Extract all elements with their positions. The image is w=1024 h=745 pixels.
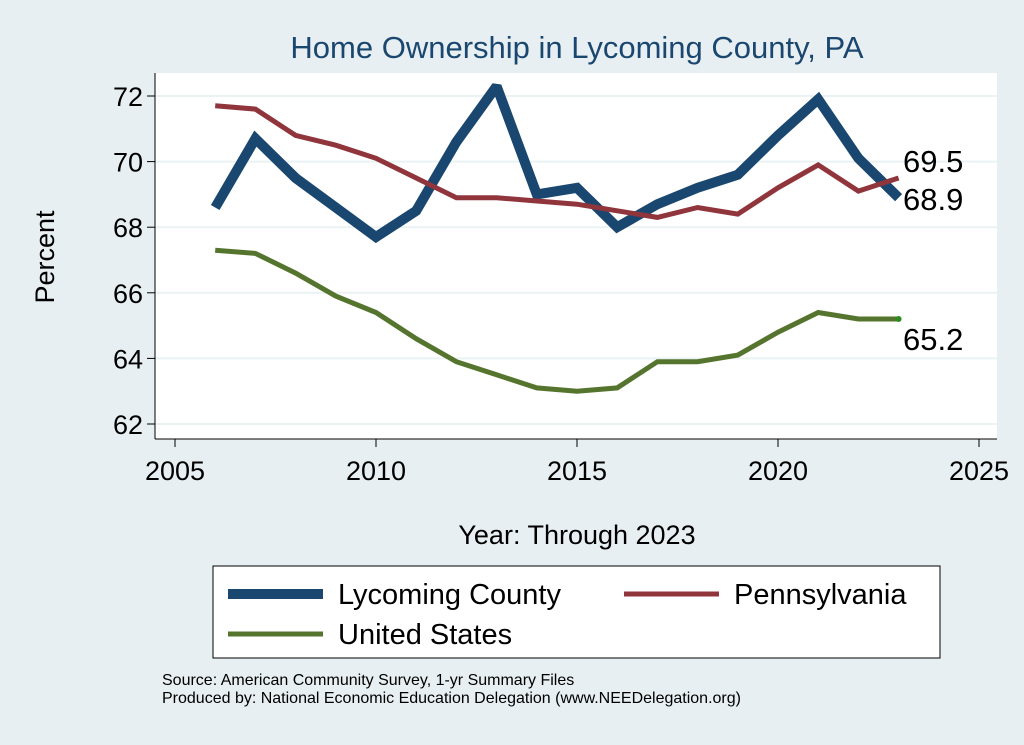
series-lines [210,83,903,394]
series-line-pennsylvania [214,103,900,220]
x-tick-label: 2025 [949,456,1009,486]
series-endpoint-united-states [895,316,902,323]
gridlines [155,95,997,425]
x-tick-label: 2010 [346,456,406,486]
chart-title: Home Ownership in Lycoming County, PA [290,30,863,65]
x-tick-label: 2005 [145,456,205,486]
y-tick-label: 66 [113,279,143,309]
tick-labels: 62 64 66 68 70 72 2005 2010 2015 2020 2025 [113,82,1009,486]
legend-label-united-states: United States [338,619,512,651]
legend-box [212,565,941,659]
legend: Lycoming County Pennsylvania United States [212,565,941,659]
end-label-lycoming-county: 68.9 [903,182,963,217]
end-labels: 68.969.5 65.2 [903,144,963,357]
series-line-united-states [215,247,899,394]
y-axis-label: Percent [30,210,60,304]
y-tick-label: 64 [113,344,143,374]
end-label-united-states: 65.2 [903,322,963,357]
end-label-pennsylvania: 69.5 [903,144,963,179]
x-tick-label: 2015 [547,456,607,486]
x-tick-label: 2020 [748,456,808,486]
legend-label-pennsylvania: Pennsylvania [734,579,907,611]
x-axis-label: Year: Through 2023 [458,520,695,550]
legend-label-lycoming-county: Lycoming County [338,579,561,611]
y-tick-label: 72 [113,82,143,112]
y-tick-label: 68 [113,213,143,243]
source-note: Source: American Community Survey, 1-yr … [162,672,575,689]
y-tick-label: 70 [113,148,143,178]
produced-by-note: Produced by: National Economic Education… [162,690,741,707]
series-line-lycoming-county [210,83,903,244]
axes [154,73,997,440]
y-tick-label: 62 [113,410,143,440]
